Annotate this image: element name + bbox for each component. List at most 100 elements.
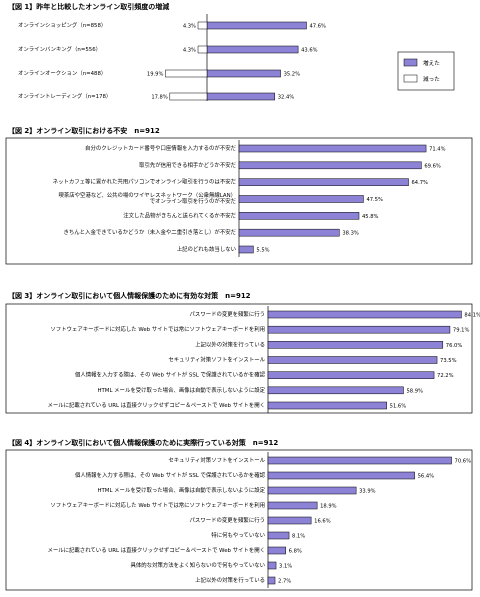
figure-3-category-label: セキュリティ対策ソフトをインストール [168,356,265,364]
figure-4-bar [267,561,277,570]
figure-3-value-label: 72.2% [437,373,454,379]
figure-2-value-label: 69.6% [424,163,441,169]
figure-3-value-label: 76.0% [446,343,463,349]
figure-4-category-label: HTML メールを受け取った場合、画像は自動で表示しないように設定 [97,486,265,494]
figure-3-frame [5,303,473,414]
figure-4-bar [267,531,290,540]
figure-2-category-label: 注文した品物がきちんと送られてくるか不安だ [123,211,236,219]
figure-4-title: 【図 4】オンライン取引において個人情報保護のために実際行っている対策 n=91… [8,438,278,447]
figure-4-category-label: ソフトウェアキーボードに対応した Web サイトでは常にソフトウェアキーボードを… [50,501,265,509]
figure-1-bar-decrease [165,69,208,78]
figure-2-category-label: ネットカフェ等に置かれた共用パソコンでオンライン取引を行うのは不安だ [53,178,237,186]
figure-1-legend-label-decrease: 減った [423,75,440,83]
figure-3-value-label: 79.1% [453,328,470,334]
figure-3-title: 【図 3】オンライン取引において個人情報保護のために有効な対策 n=912 [8,291,251,300]
figure-1-bar-decrease [169,92,208,101]
figure-4-bar [267,501,318,510]
figure-2-category-label: きちんと入金できているかどうか（未入金や二重引き落とし）が不安だ [63,228,236,236]
figure-2-frame [5,137,473,265]
figure-3-value-label: 84.1% [464,313,480,319]
figure-1-value-label-decrease: 17.8% [151,95,168,101]
figure-4-value-label: 18.9% [320,504,337,510]
figure-4-value-label: 6.8% [289,549,302,555]
figure-4-value-label: 70.6% [455,459,472,465]
figure-1-title: 【図 1】昨年と比較したオンライン取引頻度の増減 [8,2,169,11]
figure-3-bar [267,401,387,410]
figure-3-category-label: メールに記載されている URL は直接クリックせずコピー＆ペーストで Web サ… [47,401,265,409]
figure-4-bar [267,516,312,525]
figure-1-bar-decrease [197,45,208,54]
figure-1-value-label-increase: 43.6% [301,48,318,54]
figure-1-value-label-increase: 32.4% [278,95,295,101]
figure-4-category-label: セキュリティ対策ソフトをインストール [168,456,265,464]
figure-2-category-label-line: でオンライン取引を行うのが不安だ [150,197,237,205]
figure-2-category-label: 上記のどれも該当しない [177,245,236,253]
figure-4-category-label: 個人情報を入力する際は、その Web サイトが SSL で保護されているかを確認 [75,471,266,479]
figure-1-value-label-increase: 35.2% [284,72,301,78]
figure-1-value-label-increase: 47.6% [309,24,326,30]
figure-4-value-label: 56.4% [418,474,435,480]
figure-4-value-label: 33.9% [359,489,376,495]
figure-3-value-label: 73.5% [440,358,457,364]
figure-2-value-label: 5.5% [256,248,269,254]
figure-2-value-label: 47.5% [366,197,383,203]
figure-4-bar [267,471,415,480]
figure-2-value-label: 45.8% [362,214,379,220]
figure-2-value-label: 64.7% [412,180,429,186]
figure-4-value-label: 16.6% [314,519,331,525]
figure-3-category-label: パスワードの変更を頻繁に行う [190,310,265,318]
figure-1-category-label: オンラインバンキング（n=556） [18,45,101,53]
figure-4-category-label: パスワードの変更を頻繁に行う [190,516,265,524]
figure-1-value-label-decrease: 19.9% [147,72,164,78]
figure-3-value-label: 58.9% [406,388,423,394]
figure-1-category-label: オンライントレーディング（n=178） [18,92,111,100]
figure-4-bar [267,546,286,555]
figure-1-value-label-decrease: 4.3% [183,24,196,30]
figure-3-category-label: 個人情報を入力する際は、その Web サイトが SSL で保護されているかを確認 [75,371,266,379]
figure-4-bar [267,486,357,495]
figure-3-value-label: 51.6% [390,404,407,410]
figure-3-bar [267,356,438,364]
figure-4-category-label: 特に何もやっていない [211,531,265,539]
figure-2-value-label: 71.4% [429,147,446,153]
figure-3-bar [267,325,451,334]
figure-1-bar-increase [206,45,299,54]
figure-2-category-label-line: 喫茶店や空港など、公共の場のワイヤレスネットワーク（公衆無線LAN） [58,191,236,199]
figure-4-category-label: メールに記載されている URL は直接クリックせずコピー＆ペーストで Web サ… [47,546,265,554]
figure-2-bar [238,245,254,254]
figure-4-value-label: 8.1% [292,534,305,540]
figure-3-bar [267,341,444,349]
figure-1-bar-increase [206,21,307,30]
figure-4-value-label: 3.1% [279,564,292,570]
figure-1-value-label-decrease: 4.3% [183,48,196,54]
figure-1-legend-label-increase: 増えた [423,59,440,67]
figure-4-category-label: 具体的な対策方法をよく知らないので何もやっていない [131,561,266,569]
figure-3-category-label: ソフトウェアキーボードに対応した Web サイトでは常にソフトウェアキーボードを… [50,325,265,333]
figure-3-category-label: 上記以外の対策を行っている [195,340,265,348]
figure-2-bar [238,161,422,170]
figure-3-bar [267,386,404,395]
figure-1-bar-increase [206,69,281,78]
figure-4-bar [267,576,276,585]
figure-3-bar [267,371,435,379]
figure-1-legend-swatch-decrease [403,74,418,83]
figure-4-category-label: 上記以外の対策を行っている [195,576,265,584]
figure-1-legend [397,51,455,91]
figure-3-bar [267,310,462,319]
figure-2-bar [238,195,364,203]
figure-1-bar-decrease [197,21,208,30]
figure-1-category-label: オンラインショッピング（n=858） [18,21,106,29]
figure-2-bar [238,144,427,153]
figure-2-bar [238,228,340,237]
figure-1-legend-swatch-increase [403,58,418,67]
figure-2-value-label: 38.3% [342,231,359,237]
figure-1-category-label: オンラインオークション（n=488） [18,70,106,77]
figure-4-value-label: 2.7% [278,579,291,585]
figure-1-bar-increase [206,92,275,101]
figure-4-frame [5,449,473,591]
figure-2-category-label: 自分のクレジットカード番号や口座情報を入力するのが不安だ [85,144,237,152]
figure-2-bar [238,212,360,220]
figure-2-category-label: 取引先が信用できる相手かどうか不安だ [139,161,237,169]
figure-2-bar [238,178,409,186]
